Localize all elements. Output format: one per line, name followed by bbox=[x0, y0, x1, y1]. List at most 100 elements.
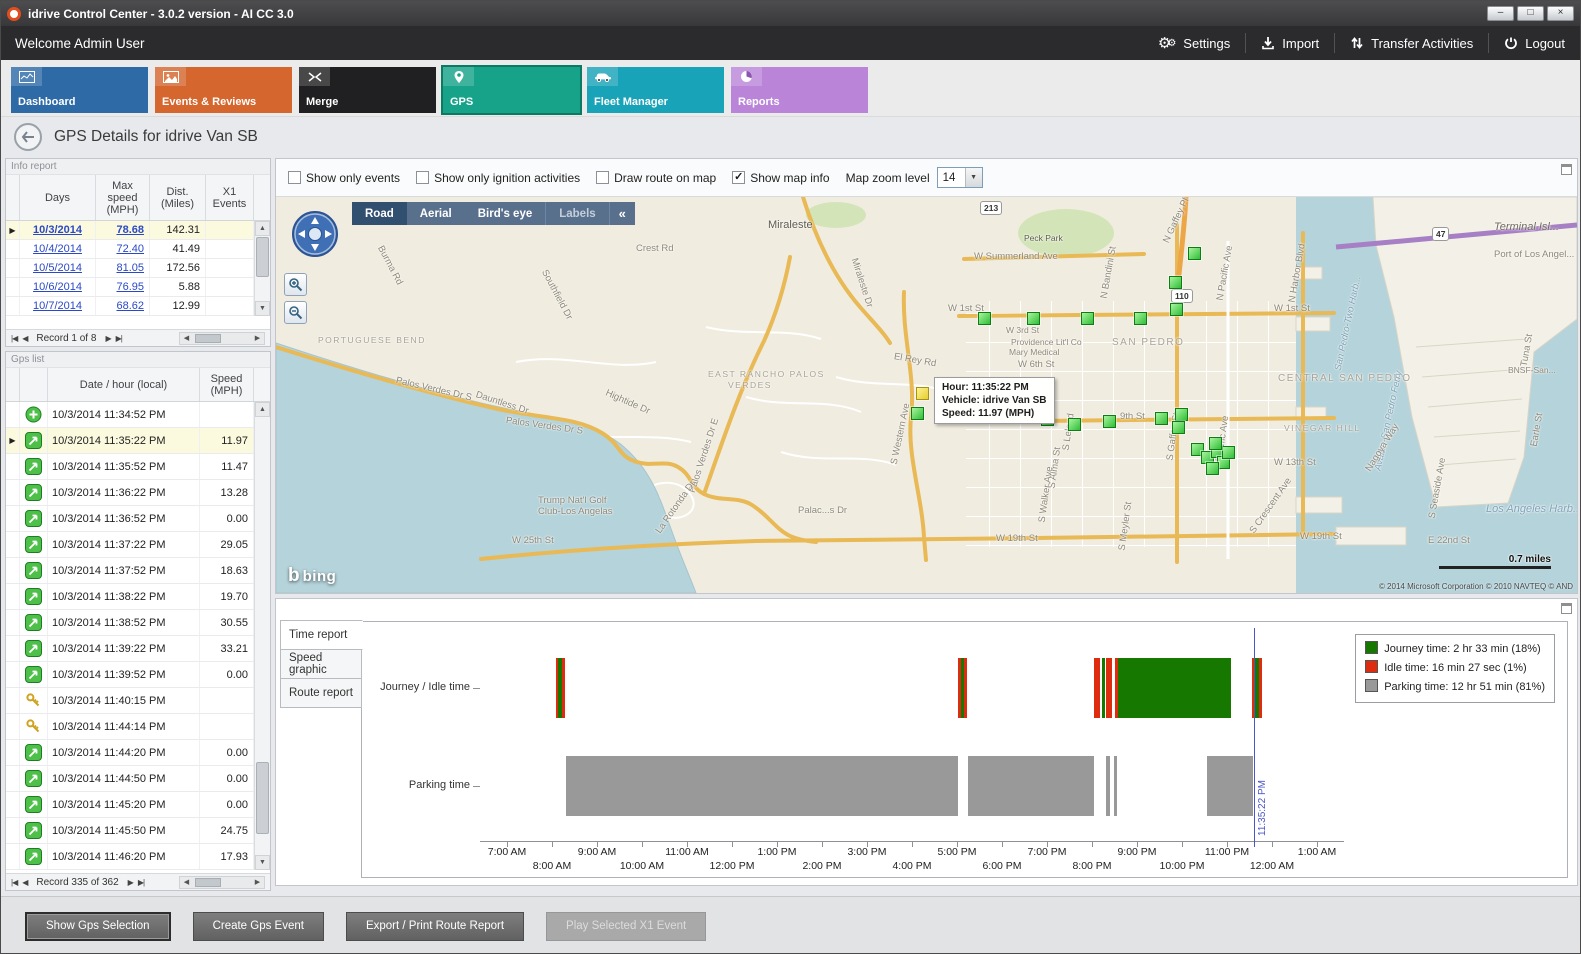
map-compass-control[interactable] bbox=[290, 209, 340, 259]
table-row[interactable]: 10/3/2014 11:46:20 PM 17.93 bbox=[6, 844, 270, 870]
map-marker[interactable] bbox=[1222, 446, 1235, 459]
scroll-track[interactable] bbox=[193, 877, 251, 888]
checkbox-show-only-events[interactable]: Show only events bbox=[288, 171, 400, 185]
scroll-up-arrow[interactable]: ▲ bbox=[255, 402, 270, 417]
map-view-tab-aerial[interactable]: Aerial bbox=[419, 207, 452, 220]
map-marker[interactable] bbox=[1103, 415, 1116, 428]
tab-merge[interactable]: Merge bbox=[299, 67, 436, 113]
table-row[interactable]: 10/3/2014 11:45:20 PM 0.00 bbox=[6, 792, 270, 818]
map-marker-selected[interactable] bbox=[916, 387, 929, 400]
table-row[interactable]: 10/3/2014 11:37:52 PM 18.63 bbox=[6, 558, 270, 584]
map-canvas[interactable]: Road Aerial Bird's eye Labels « Miraleste Pec… bbox=[276, 197, 1577, 593]
table-row[interactable]: 10/7/2014 68.62 12.99 bbox=[6, 297, 270, 316]
scroll-right-arrow[interactable]: ▶ bbox=[254, 334, 261, 342]
table-row[interactable]: 10/3/2014 11:39:52 PM 0.00 bbox=[6, 662, 270, 688]
scroll-down-arrow[interactable]: ▼ bbox=[255, 301, 270, 316]
table-row[interactable]: 10/3/2014 11:38:52 PM 30.55 bbox=[6, 610, 270, 636]
maximize-map-panel-icon[interactable] bbox=[1561, 164, 1572, 175]
checkbox-show-map-info[interactable]: ✓ Show map info bbox=[732, 171, 830, 185]
map-marker[interactable] bbox=[1209, 437, 1222, 450]
scroll-left-arrow[interactable]: ◀ bbox=[183, 878, 190, 886]
import-button[interactable]: Import bbox=[1246, 26, 1334, 60]
last-page-button[interactable]: ▶| bbox=[137, 877, 145, 887]
map-marker[interactable] bbox=[1027, 312, 1040, 325]
scroll-right-arrow[interactable]: ▶ bbox=[254, 878, 261, 886]
tab-dashboard[interactable]: Dashboard bbox=[11, 67, 148, 113]
next-page-button[interactable]: ▶ bbox=[127, 877, 134, 887]
table-row[interactable]: 10/3/2014 11:40:15 PM bbox=[6, 688, 270, 714]
days-cell[interactable]: 10/7/2014 bbox=[20, 297, 96, 315]
map-marker[interactable] bbox=[1170, 303, 1183, 316]
table-row[interactable]: 10/3/2014 11:37:22 PM 29.05 bbox=[6, 532, 270, 558]
table-row[interactable]: 10/3/2014 11:38:22 PM 19.70 bbox=[6, 584, 270, 610]
scroll-thumb[interactable] bbox=[195, 877, 221, 887]
table-row[interactable]: 10/3/2014 11:44:14 PM bbox=[6, 714, 270, 740]
scroll-left-arrow[interactable]: ◀ bbox=[183, 334, 190, 342]
map-view-tab-birdseye[interactable]: Bird's eye bbox=[477, 207, 533, 220]
map-marker[interactable] bbox=[978, 312, 991, 325]
days-link[interactable]: 10/3/2014 bbox=[33, 224, 82, 236]
table-row[interactable]: 10/6/2014 76.95 5.88 bbox=[6, 278, 270, 297]
map-view-tab-road[interactable]: Road bbox=[352, 202, 407, 225]
prev-page-button[interactable]: ◀ bbox=[22, 877, 28, 887]
max-speed-link[interactable]: 76.95 bbox=[116, 281, 144, 293]
map-zoom-select[interactable]: 14 ▼ bbox=[936, 167, 983, 188]
next-page-button[interactable]: ▶ bbox=[105, 333, 111, 343]
table-row[interactable]: 10/3/2014 11:39:22 PM 33.21 bbox=[6, 636, 270, 662]
max-speed-cell[interactable]: 78.68 bbox=[96, 221, 150, 239]
map-marker[interactable] bbox=[1175, 408, 1188, 421]
map-marker[interactable] bbox=[1068, 418, 1081, 431]
first-page-button[interactable]: |◀ bbox=[11, 877, 18, 887]
maximize-button[interactable]: □ bbox=[1517, 6, 1544, 21]
days-link[interactable]: 10/5/2014 bbox=[33, 262, 82, 274]
table-row[interactable]: 10/3/2014 11:36:52 PM 0.00 bbox=[6, 506, 270, 532]
table-row[interactable]: 10/3/2014 11:44:50 PM 0.00 bbox=[6, 766, 270, 792]
collapse-map-bar-button[interactable]: « bbox=[608, 202, 635, 225]
map-zoom-out-button[interactable] bbox=[284, 301, 307, 324]
checkbox-show-only-ignition-activities[interactable]: Show only ignition activities bbox=[416, 171, 580, 185]
scroll-thumb[interactable] bbox=[195, 333, 221, 343]
table-row[interactable]: 10/3/2014 11:35:52 PM 11.47 bbox=[6, 454, 270, 480]
logout-button[interactable]: Logout bbox=[1489, 26, 1580, 60]
scroll-track[interactable] bbox=[193, 333, 251, 344]
export-print-route-report-button[interactable]: Export / Print Route Report bbox=[345, 911, 525, 941]
table-row[interactable]: ▶ 10/3/2014 78.68 142.31 bbox=[6, 221, 270, 240]
table-row[interactable]: 10/3/2014 11:36:22 PM 13.28 bbox=[6, 480, 270, 506]
tab-gps[interactable]: GPS bbox=[441, 65, 582, 115]
map-marker[interactable] bbox=[1191, 443, 1204, 456]
table-row[interactable]: 10/5/2014 81.05 172.56 bbox=[6, 259, 270, 278]
table-row[interactable]: 10/3/2014 11:44:20 PM 0.00 bbox=[6, 740, 270, 766]
map-marker[interactable] bbox=[1134, 312, 1147, 325]
table-row[interactable]: 10/3/2014 11:34:52 PM bbox=[6, 402, 270, 428]
horizontal-scrollbar[interactable]: ◀ ▶ bbox=[179, 875, 265, 889]
back-button[interactable] bbox=[14, 123, 42, 151]
map-marker[interactable] bbox=[1169, 276, 1182, 289]
map-marker[interactable] bbox=[911, 407, 924, 420]
days-cell[interactable]: 10/4/2014 bbox=[20, 240, 96, 258]
table-row[interactable]: 10/3/2014 11:45:50 PM 24.75 bbox=[6, 818, 270, 844]
days-link[interactable]: 10/4/2014 bbox=[33, 243, 82, 255]
table-row[interactable]: 10/4/2014 72.40 41.49 bbox=[6, 240, 270, 259]
chart-tab-route-report[interactable]: Route report bbox=[280, 678, 362, 708]
days-link[interactable]: 10/6/2014 bbox=[33, 281, 82, 293]
map-marker[interactable] bbox=[1206, 462, 1219, 475]
map-marker[interactable] bbox=[1188, 247, 1201, 260]
days-cell[interactable]: 10/3/2014 bbox=[20, 221, 96, 239]
max-speed-link[interactable]: 78.68 bbox=[116, 224, 144, 236]
transfer-activities-button[interactable]: Transfer Activities bbox=[1335, 26, 1488, 60]
tab-fleet[interactable]: Fleet Manager bbox=[587, 67, 724, 113]
create-gps-event-button[interactable]: Create Gps Event bbox=[192, 911, 324, 941]
tab-reports[interactable]: Reports bbox=[731, 67, 868, 113]
last-page-button[interactable]: ▶| bbox=[115, 333, 123, 343]
checkbox-draw-route-on-map[interactable]: Draw route on map bbox=[596, 171, 716, 185]
days-cell[interactable]: 10/5/2014 bbox=[20, 259, 96, 277]
days-cell[interactable]: 10/6/2014 bbox=[20, 278, 96, 296]
map-marker[interactable] bbox=[1172, 421, 1185, 434]
tab-events[interactable]: Events & Reviews bbox=[155, 67, 292, 113]
map-marker[interactable] bbox=[1155, 412, 1168, 425]
chart-tab-time-report[interactable]: Time report bbox=[280, 620, 363, 650]
prev-page-button[interactable]: ◀ bbox=[22, 333, 28, 343]
play-selected-x1-event-button[interactable]: Play Selected X1 Event bbox=[546, 911, 707, 941]
max-speed-link[interactable]: 72.40 bbox=[116, 243, 144, 255]
maximize-chart-panel-icon[interactable] bbox=[1561, 603, 1572, 614]
